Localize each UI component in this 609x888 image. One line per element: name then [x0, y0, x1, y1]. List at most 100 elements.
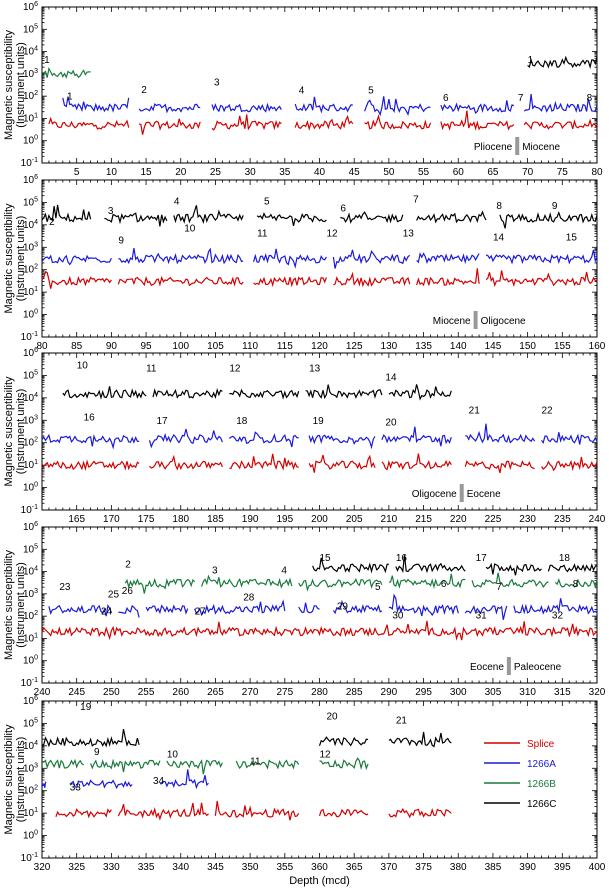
x-tick-label: 295 — [415, 687, 432, 698]
core-section-label: 1 — [67, 92, 73, 103]
trace-a — [41, 254, 112, 266]
x-tick-label: 175 — [138, 514, 155, 525]
x-tick-label: 270 — [242, 687, 259, 698]
core-section-label: 6 — [441, 579, 447, 590]
trace-splice — [253, 276, 327, 288]
core-section-label: 14 — [493, 233, 505, 244]
x-tick-label: 230 — [519, 514, 536, 525]
core-section-label: 30 — [392, 610, 404, 621]
x-tick-label: 145 — [485, 341, 502, 352]
x-tick-label: 200 — [311, 514, 328, 525]
core-section-label: 15 — [566, 233, 578, 244]
trace-a — [145, 604, 189, 615]
trace-b — [554, 578, 598, 590]
trace-splice — [214, 800, 300, 821]
core-section-label: 3 — [212, 566, 218, 577]
x-tick-label: 115 — [277, 341, 293, 352]
core-section-label: 18 — [236, 416, 248, 427]
y-tick-label: 100 — [23, 655, 38, 667]
trace-splice — [364, 114, 432, 130]
x-tick-label: 310 — [519, 687, 536, 698]
y-tick-label: 103 — [23, 762, 38, 774]
trace-a — [513, 598, 598, 615]
trace-c — [173, 205, 244, 224]
x-tick-label: 245 — [68, 687, 85, 698]
x-tick-label: 300 — [450, 687, 467, 698]
y-tick-label: 105 — [23, 196, 38, 208]
core-section-label: 23 — [59, 582, 71, 593]
x-tick-label: 340 — [172, 862, 189, 873]
trace-a — [294, 96, 353, 114]
x-tick-label: 160 — [589, 341, 606, 352]
y-tick-label: 105 — [23, 369, 38, 381]
trace-a — [159, 769, 209, 790]
x-tick-label: 80 — [36, 341, 48, 352]
y-tick-label: 10-1 — [21, 852, 38, 864]
trace-c — [527, 55, 598, 70]
epoch-boundary-marker — [506, 657, 511, 675]
trace-a — [465, 423, 536, 444]
trace-b — [388, 573, 466, 589]
legend-label-splice: Splice — [527, 739, 555, 750]
core-section-label: 22 — [542, 406, 554, 417]
x-tick-label: 285 — [346, 687, 363, 698]
trace-c — [547, 563, 598, 573]
trace-splice — [416, 268, 480, 287]
trace-b — [319, 757, 369, 771]
core-section-label: 3 — [214, 78, 220, 89]
x-tick-label: 185 — [207, 514, 224, 525]
y-tick-label: 105 — [23, 717, 38, 729]
epoch-label-right: Miocene — [522, 142, 560, 153]
x-tick-label: 135 — [415, 341, 432, 352]
x-tick-label: 60 — [453, 167, 465, 178]
core-section-label: 11 — [146, 363, 157, 374]
panel-frame — [41, 352, 598, 511]
core-section-label: 28 — [243, 593, 255, 604]
x-tick-label: 335 — [138, 862, 155, 873]
core-section-label: 8 — [496, 201, 502, 212]
y-tick-label: 101 — [23, 286, 38, 298]
trace-c — [229, 388, 300, 400]
panel-frame — [41, 526, 598, 684]
x-tick-label: 305 — [485, 687, 502, 698]
trace-splice — [485, 270, 598, 288]
trace-c — [388, 384, 452, 401]
x-tick-label: 260 — [172, 687, 189, 698]
epoch-label-right: Eocene — [467, 489, 501, 500]
trace-splice — [41, 620, 598, 641]
y-tick-label: 104 — [23, 46, 38, 58]
y-tick-label: 105 — [23, 23, 38, 35]
trace-splice — [381, 453, 452, 471]
x-tick-label: 255 — [138, 687, 155, 698]
trace-a — [41, 781, 47, 788]
x-tick-label: 40 — [314, 167, 326, 178]
y-tick-label: 102 — [23, 610, 38, 622]
core-section-label: 7 — [518, 93, 524, 104]
core-section-label: 21 — [469, 406, 481, 417]
trace-a — [138, 103, 201, 114]
x-tick-label: 250 — [103, 687, 120, 698]
x-tick-label: 155 — [554, 341, 571, 352]
x-tick-label: 320 — [34, 862, 51, 873]
x-tick-label: 95 — [141, 341, 153, 352]
trace-a — [485, 249, 598, 265]
trace-b — [235, 759, 300, 770]
x-tick-label: 375 — [415, 862, 432, 873]
trace-a — [211, 102, 282, 113]
trace-c — [388, 731, 452, 748]
x-tick-label: 90 — [106, 341, 118, 352]
trace-c — [305, 384, 383, 400]
x-tick-label: 320 — [589, 687, 606, 698]
epoch-boundary-marker — [473, 311, 478, 329]
trace-a — [381, 426, 452, 447]
core-section-label: 15 — [320, 553, 332, 564]
core-section-label: 17 — [476, 553, 488, 564]
core-section-label: 3 — [108, 206, 114, 217]
x-tick-label: 45 — [349, 167, 361, 178]
core-section-label: 29 — [337, 601, 349, 612]
y-tick-label: 104 — [23, 219, 38, 231]
core-section-label: 16 — [396, 553, 408, 564]
x-tick-label: 130 — [381, 341, 398, 352]
x-tick-label: 25 — [210, 167, 222, 178]
y-tick-label: 104 — [23, 740, 38, 752]
